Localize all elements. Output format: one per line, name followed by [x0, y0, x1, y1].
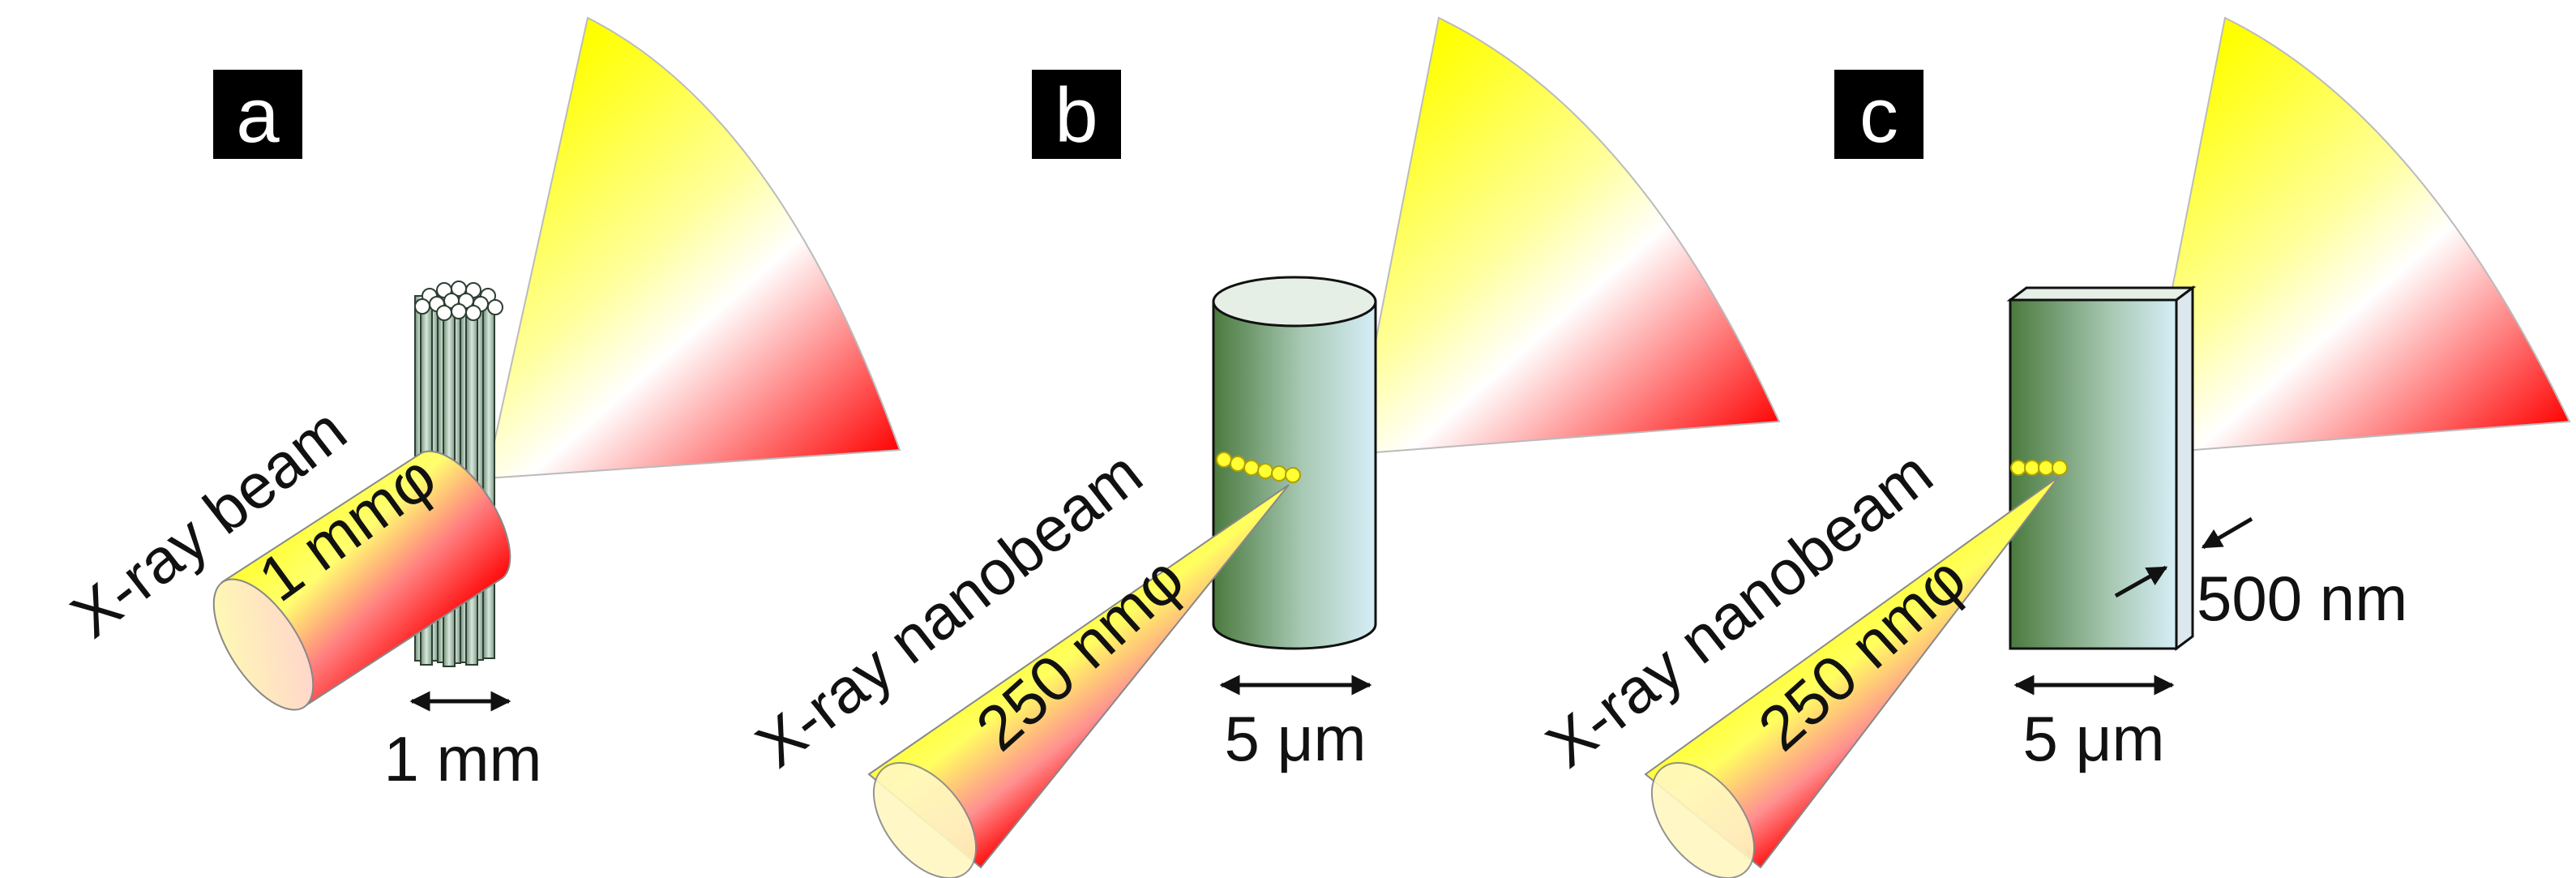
x-ray-nanobeam-c: [1644, 476, 2060, 878]
badge-b: b: [1032, 70, 1121, 159]
dimension-label-b: 5 μm: [1225, 703, 1367, 774]
focus-spots-b: [1216, 452, 1301, 483]
badge-a-label: a: [236, 72, 280, 159]
badge-c: c: [1834, 70, 1923, 159]
x-ray-nanobeam-b: [867, 484, 1290, 878]
dimension-label-a: 1 mm: [384, 723, 542, 794]
slab-sample: [2006, 285, 2197, 651]
x-ray-beam-a: [212, 450, 511, 711]
focus-spots-c: [2010, 460, 2068, 476]
thickness-label-c: 500 nm: [2197, 563, 2407, 634]
thickness-arrow-right: [2201, 516, 2253, 550]
panel-c: c X-ray nanobeam 250 nmφ 500 nm 5 μm: [1533, 16, 2571, 878]
diffraction-cone-b: [1352, 16, 1781, 456]
badge-c-label: c: [1859, 72, 1898, 159]
panel-a: a X-ray beam 1 mmφ 1 mm: [58, 16, 901, 794]
badge-b-label: b: [1055, 72, 1098, 159]
thickness-arrow-left: [2114, 565, 2168, 598]
dimension-label-c: 5 μm: [2023, 703, 2165, 774]
diffraction-cone-a: [485, 16, 901, 480]
diffraction-cone-c: [2138, 16, 2571, 456]
badge-a: a: [213, 70, 302, 159]
